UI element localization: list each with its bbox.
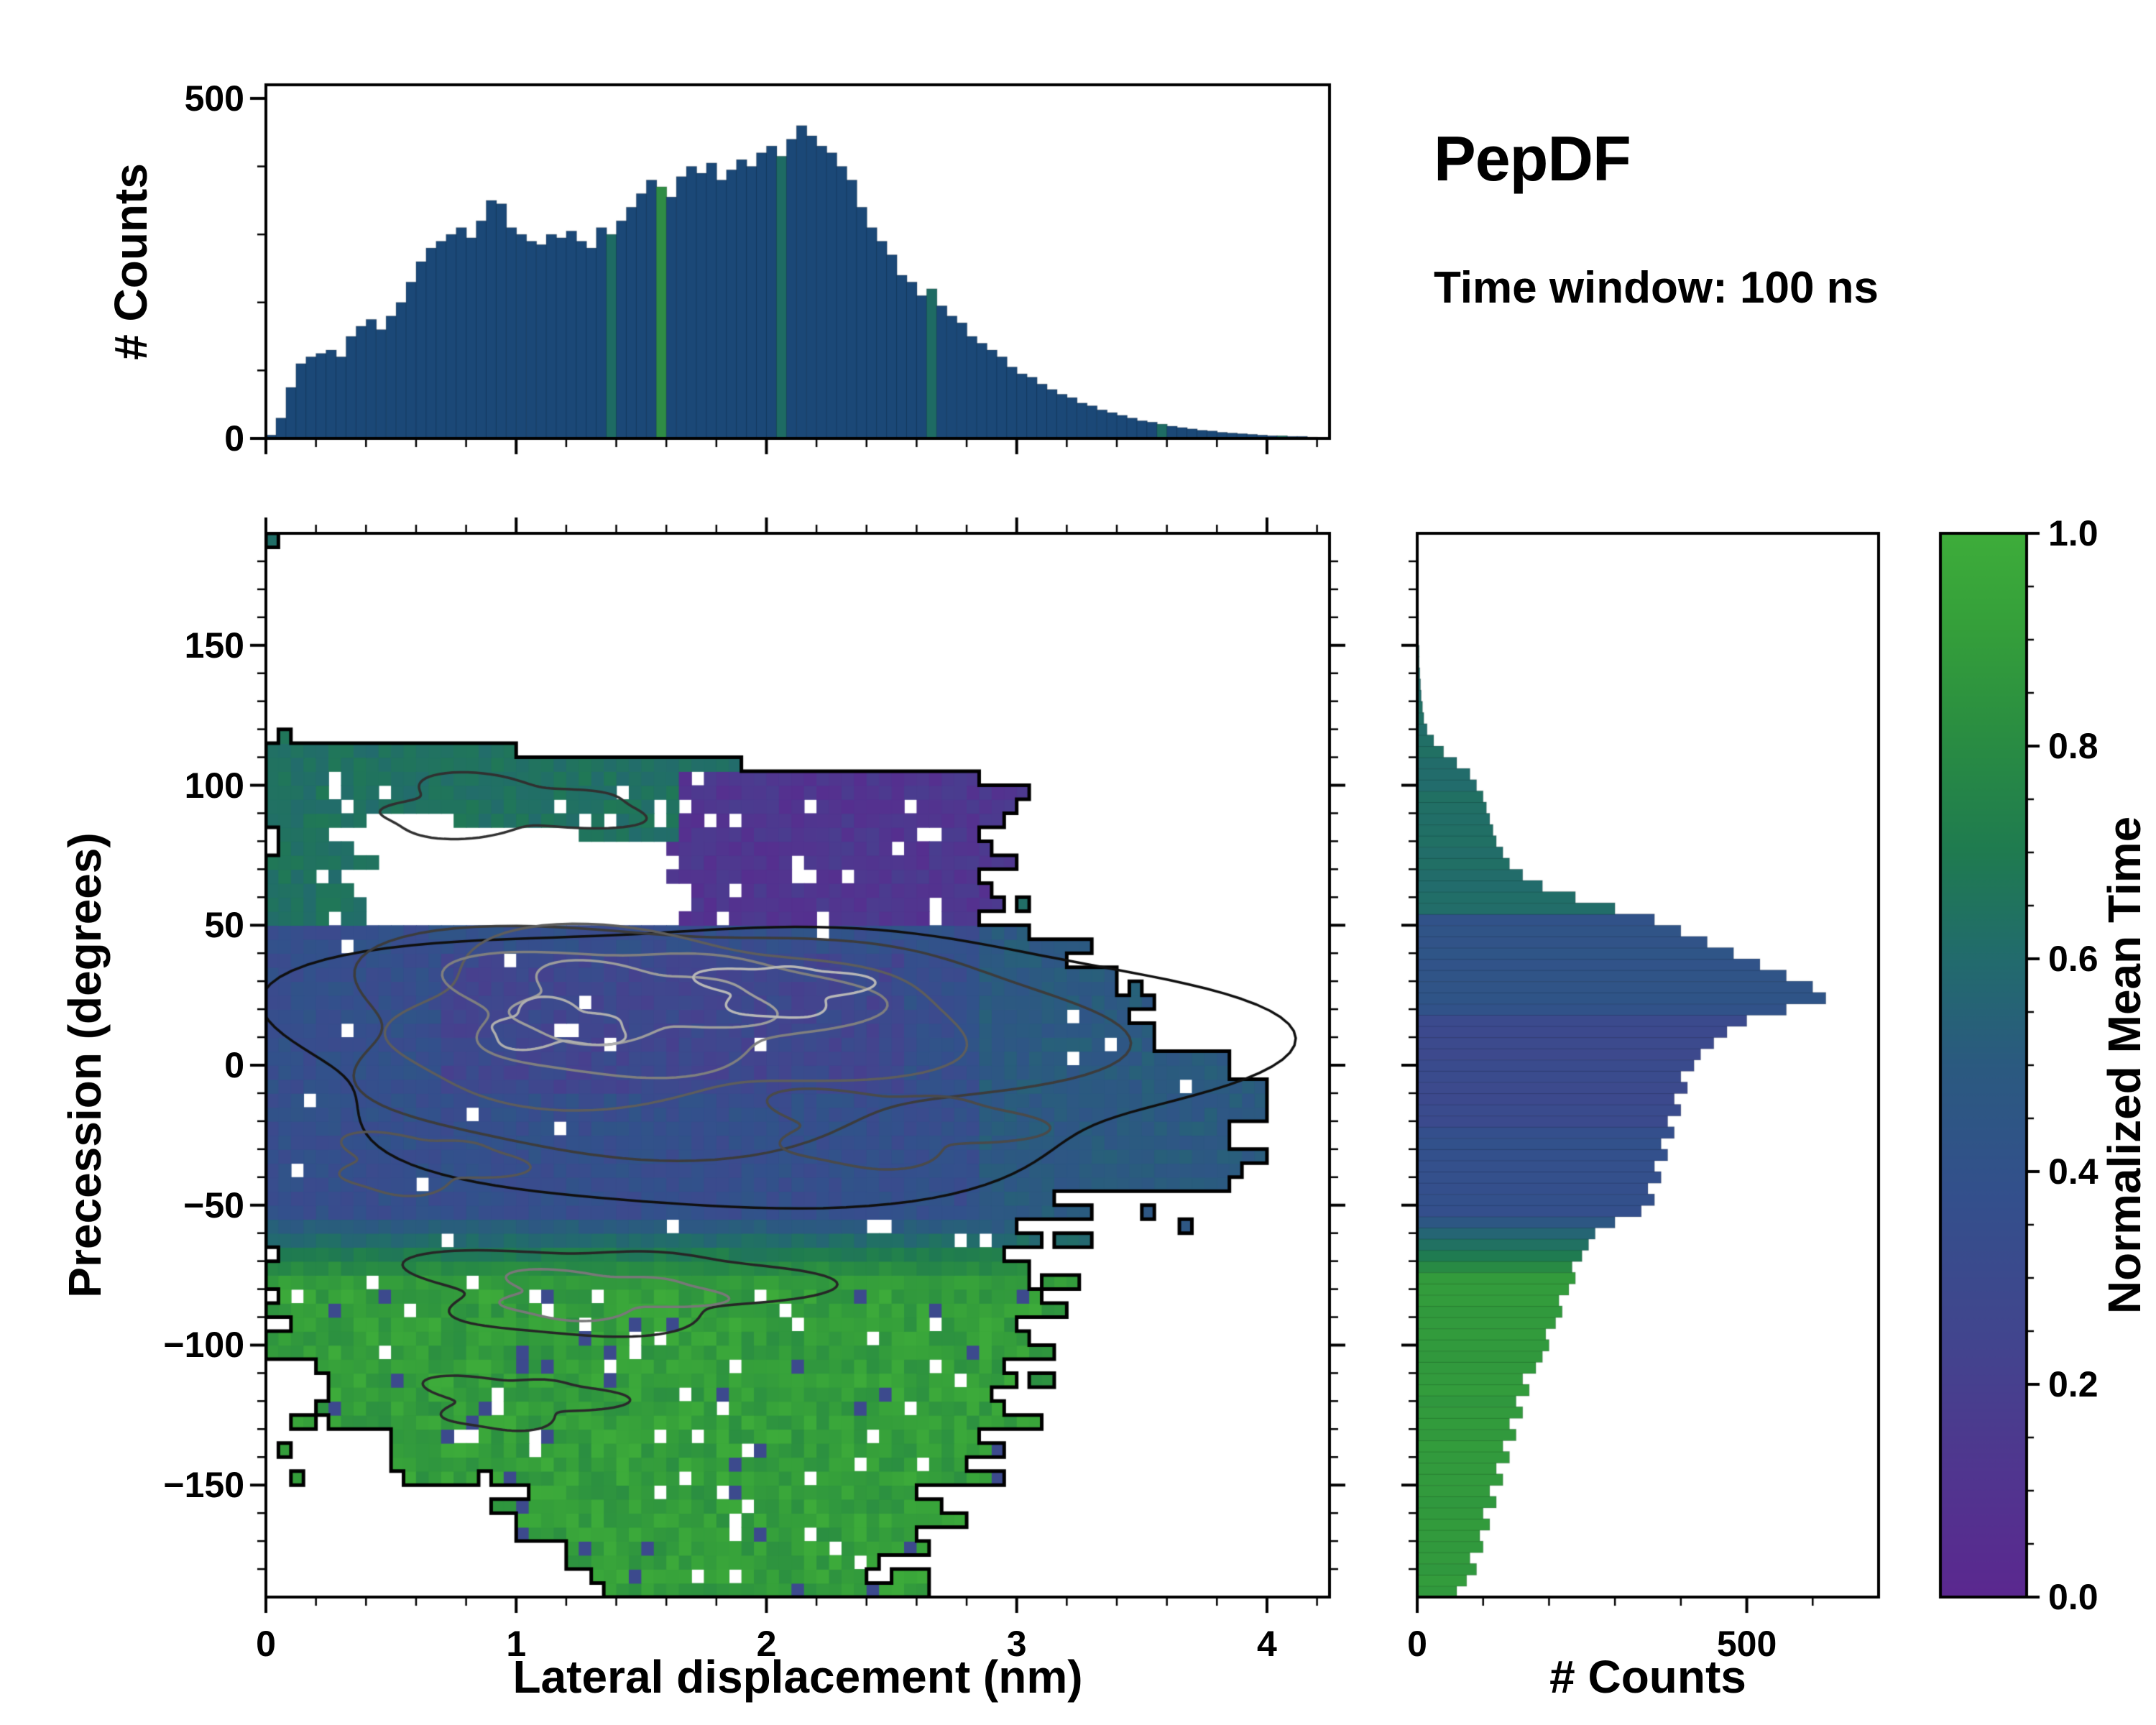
right-histogram-xlabel: # Counts bbox=[1549, 1651, 1746, 1703]
tick-label: 500 bbox=[184, 78, 244, 119]
main-ylabel: Precession (degrees) bbox=[59, 832, 111, 1298]
colorbar-label: Normalized Mean Time bbox=[2099, 816, 2150, 1315]
tick-label: 3 bbox=[1006, 1624, 1027, 1664]
tick-label: 0 bbox=[224, 1045, 244, 1085]
top-histogram-ylabel: # Counts bbox=[105, 163, 157, 360]
tick-label: 0 bbox=[224, 418, 244, 459]
tick-label: −150 bbox=[163, 1465, 244, 1506]
tick-label: −100 bbox=[163, 1325, 244, 1366]
tick-label: 0.6 bbox=[2048, 939, 2099, 979]
tick-label: 0.0 bbox=[2048, 1577, 2099, 1617]
tick-label: 0 bbox=[256, 1624, 276, 1664]
tick-label: 0.2 bbox=[2048, 1364, 2099, 1404]
page-subtitle: Time window: 100 ns bbox=[1434, 263, 1879, 313]
tick-label: 0.4 bbox=[2048, 1151, 2099, 1192]
tick-label: 0.8 bbox=[2048, 726, 2099, 766]
tick-label: 1.0 bbox=[2048, 513, 2099, 553]
tick-label: 500 bbox=[1716, 1624, 1777, 1664]
tick-label: −50 bbox=[183, 1184, 244, 1225]
tick-label: 100 bbox=[184, 765, 244, 806]
main-xlabel: Lateral displacement (nm) bbox=[512, 1651, 1083, 1703]
tick-label: 2 bbox=[756, 1624, 777, 1664]
tick-label: 150 bbox=[184, 625, 244, 666]
tick-label: 4 bbox=[1257, 1624, 1277, 1664]
tick-label: 0 bbox=[1407, 1624, 1427, 1664]
tick-label: 1 bbox=[506, 1624, 527, 1664]
tick-label: 50 bbox=[204, 905, 244, 946]
page-title: PepDF bbox=[1434, 123, 1631, 194]
